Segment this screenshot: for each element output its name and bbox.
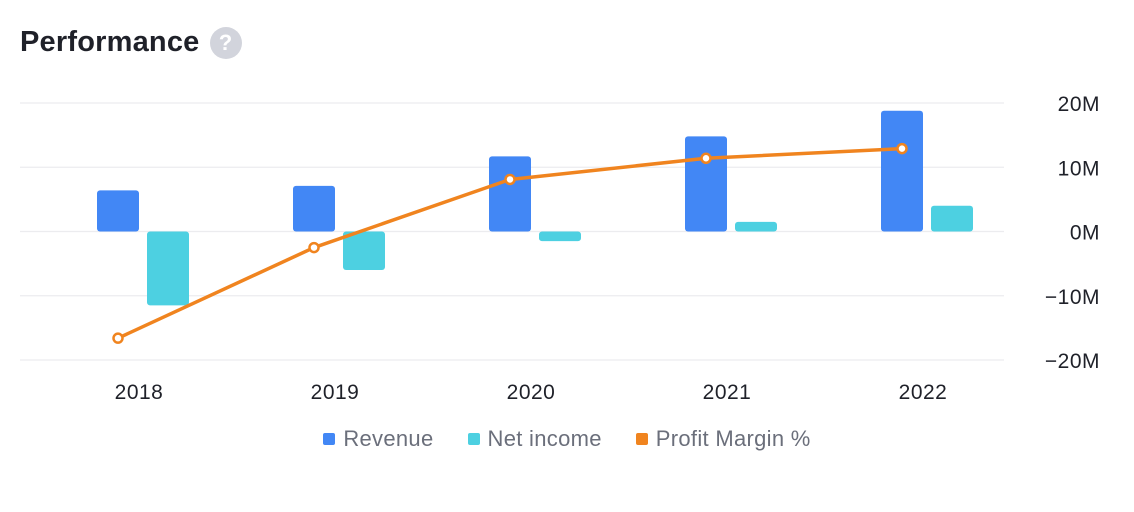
legend-label: Profit Margin % (655, 426, 811, 451)
net-income-bar-2022[interactable] (931, 205, 973, 232)
legend-label: Revenue (343, 426, 434, 451)
y-tick-label: −20M (1045, 350, 1100, 373)
revenue-bar-2022[interactable] (881, 110, 923, 232)
y-tick-label: 20M (1058, 93, 1100, 116)
revenue-bar-2018[interactable] (97, 190, 139, 232)
revenue-bar-2021[interactable] (685, 136, 727, 232)
help-circle-icon[interactable]: ? (209, 26, 242, 59)
x-tick-label: 2019 (311, 381, 360, 404)
x-tick-label: 2021 (703, 381, 752, 404)
revenue-bar-2019[interactable] (293, 185, 335, 232)
profit-margin-line (112, 142, 908, 344)
legend-item-profit-margin[interactable]: Profit Margin % (635, 426, 811, 452)
legend-label: Net income (487, 426, 602, 451)
chart-header: Performance ? (20, 26, 242, 59)
page-title: Performance (20, 26, 200, 58)
x-tick-label: 2022 (899, 381, 948, 404)
x-tick-label: 2018 (115, 381, 164, 404)
profit-margin-point-2020[interactable] (504, 173, 516, 186)
revenue-bar-2020[interactable] (489, 156, 531, 232)
profit-margin-point-2022[interactable] (896, 142, 908, 155)
legend-swatch (323, 433, 336, 445)
net-income-bar-2020[interactable] (539, 231, 581, 242)
x-tick-label: 2020 (507, 381, 556, 404)
legend-swatch (467, 433, 480, 445)
y-tick-label: 10M (1058, 157, 1100, 180)
y-axis: 20M 10M 0M −10M −20M (1045, 93, 1100, 373)
profit-margin-point-2018[interactable] (112, 332, 124, 344)
legend-item-net-income[interactable]: Net income (467, 426, 602, 452)
legend-item-revenue[interactable]: Revenue (323, 426, 433, 452)
chart-legend: Revenue Net income Profit Margin % (0, 426, 1134, 452)
y-tick-label: 0M (1070, 222, 1100, 245)
y-tick-label: −10M (1045, 286, 1100, 309)
x-axis: 2018 2019 2020 2021 2022 (115, 381, 948, 404)
profit-margin-point-2021[interactable] (700, 152, 712, 165)
performance-chart: 20M 10M 0M −10M −20M 2018 2019 2020 2021 2022 (20, 93, 1100, 404)
net-income-bar-2019[interactable] (343, 231, 385, 271)
profit-margin-point-2019[interactable] (308, 241, 320, 254)
net-income-bar-2021[interactable] (735, 221, 777, 232)
net-income-bar-2018[interactable] (147, 231, 189, 306)
bars (97, 110, 973, 306)
legend-swatch (635, 433, 648, 445)
